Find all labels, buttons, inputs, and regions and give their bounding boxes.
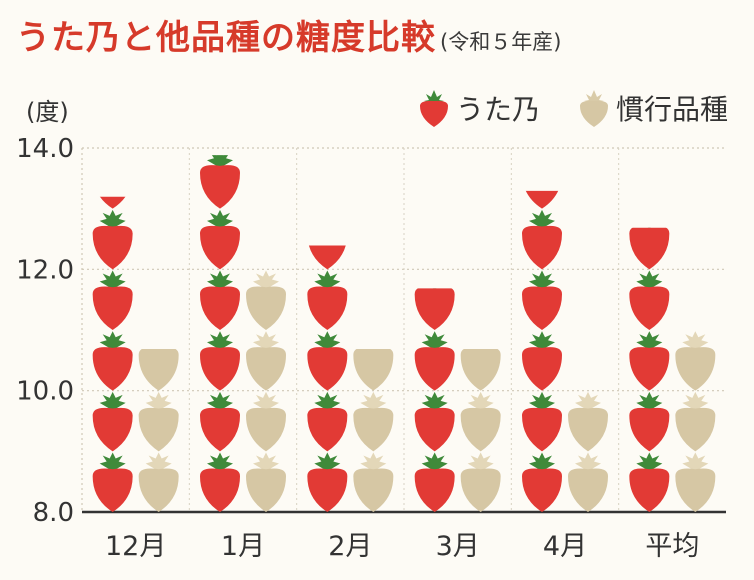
strawberry-icon <box>353 391 394 452</box>
strawberry-icon <box>200 155 240 209</box>
bar-utano-1 <box>200 155 240 512</box>
grid-lines <box>81 147 726 513</box>
strawberry-icon <box>353 452 394 512</box>
bar-conventional-1 <box>246 270 286 512</box>
strawberry-icon <box>138 349 179 391</box>
strawberry-icon <box>246 391 286 452</box>
strawberry-icon <box>460 391 501 452</box>
y-tick-label: 10.0 <box>16 377 74 407</box>
strawberry-icon <box>307 270 348 330</box>
strawberry-icon <box>200 209 240 270</box>
strawberry-icon <box>92 209 133 270</box>
strawberry-icon <box>353 349 394 391</box>
strawberry-icon <box>307 452 348 512</box>
x-tick-label: 平均 <box>645 531 699 562</box>
strawberry-icon <box>414 288 455 330</box>
bar-utano-2 <box>307 245 348 512</box>
strawberry-icon <box>92 270 133 330</box>
strawberry-icon <box>307 391 348 452</box>
bar-conventional-0 <box>138 349 179 512</box>
strawberry-icon <box>629 331 670 391</box>
chart-subtitle: (令和５年産) <box>440 30 562 54</box>
strawberry-icon <box>138 391 179 452</box>
x-tick-label: 3月 <box>436 531 480 562</box>
strawberry-icon <box>307 331 348 391</box>
strawberry-icon <box>246 452 286 512</box>
strawberry-icon <box>522 209 562 270</box>
strawberry-icon <box>200 391 240 452</box>
x-tick-label: 4月 <box>543 531 587 562</box>
x-tick-label: 12月 <box>105 531 166 562</box>
y-tick-label: 12.0 <box>16 255 74 285</box>
y-axis-unit: (度) <box>26 98 69 126</box>
bar-conventional-3 <box>460 349 501 512</box>
legend-item-conventional: 慣行品種 <box>576 88 728 128</box>
strawberry-icon <box>675 452 716 512</box>
strawberry-icon <box>138 452 179 512</box>
strawberry-icon <box>629 270 670 330</box>
chart-marks <box>92 155 716 512</box>
bar-utano-3 <box>414 288 455 512</box>
strawberry-icon <box>525 190 559 209</box>
y-tick-label: 8.0 <box>33 498 74 528</box>
chart-title: うた乃と他品種の糖度比較 (令和５年産) <box>16 10 561 59</box>
bar-utano-0 <box>92 196 133 512</box>
strawberry-icon <box>522 331 562 391</box>
strawberry-icon <box>92 452 133 512</box>
strawberry-icon <box>414 331 455 391</box>
strawberry-icon <box>629 227 670 270</box>
x-axis: 12月 1月 2月 3月 4月 平均 <box>82 510 726 562</box>
strawberry-icon <box>414 391 455 452</box>
strawberry-icon <box>92 391 133 452</box>
strawberry-icon <box>200 331 240 391</box>
bar-utano-5 <box>629 227 670 512</box>
y-tick-label: 14.0 <box>16 134 74 164</box>
legend: うた乃 慣行品種 <box>416 88 728 128</box>
red-strawberry-icon <box>419 90 448 127</box>
y-axis: 8.0 10.0 12.0 14.0 <box>16 134 74 528</box>
bar-conventional-4 <box>568 391 608 512</box>
strawberry-icon <box>460 349 501 391</box>
strawberry-icon <box>92 331 133 391</box>
legend-label-conventional: 慣行品種 <box>615 93 728 126</box>
strawberry-icon <box>522 452 562 512</box>
strawberry-icon <box>414 452 455 512</box>
chart-title-text: うた乃と他品種の糖度比較 <box>16 18 436 58</box>
x-tick-label: 2月 <box>328 531 372 562</box>
bar-conventional-2 <box>353 349 394 512</box>
strawberry-icon <box>200 452 240 512</box>
strawberry-icon <box>522 391 562 452</box>
legend-item-utano: うた乃 <box>416 88 540 128</box>
strawberry-icon <box>200 270 240 330</box>
strawberry-icon <box>246 331 286 391</box>
strawberry-icon <box>629 391 670 452</box>
strawberry-icon <box>629 452 670 512</box>
strawberry-icon <box>308 245 346 270</box>
strawberry-icon <box>522 270 562 330</box>
strawberry-icon <box>568 452 608 512</box>
bar-conventional-5 <box>675 331 716 512</box>
strawberry-icon <box>99 196 126 209</box>
strawberry-icon <box>246 270 286 330</box>
x-tick-label: 1月 <box>221 531 265 562</box>
strawberry-icon <box>460 452 501 512</box>
bar-utano-4 <box>522 190 562 512</box>
beige-strawberry-icon <box>579 90 608 127</box>
strawberry-icon <box>675 391 716 452</box>
legend-label-utano: うた乃 <box>455 93 540 126</box>
strawberry-icon <box>675 331 716 391</box>
strawberry-icon <box>568 391 608 452</box>
